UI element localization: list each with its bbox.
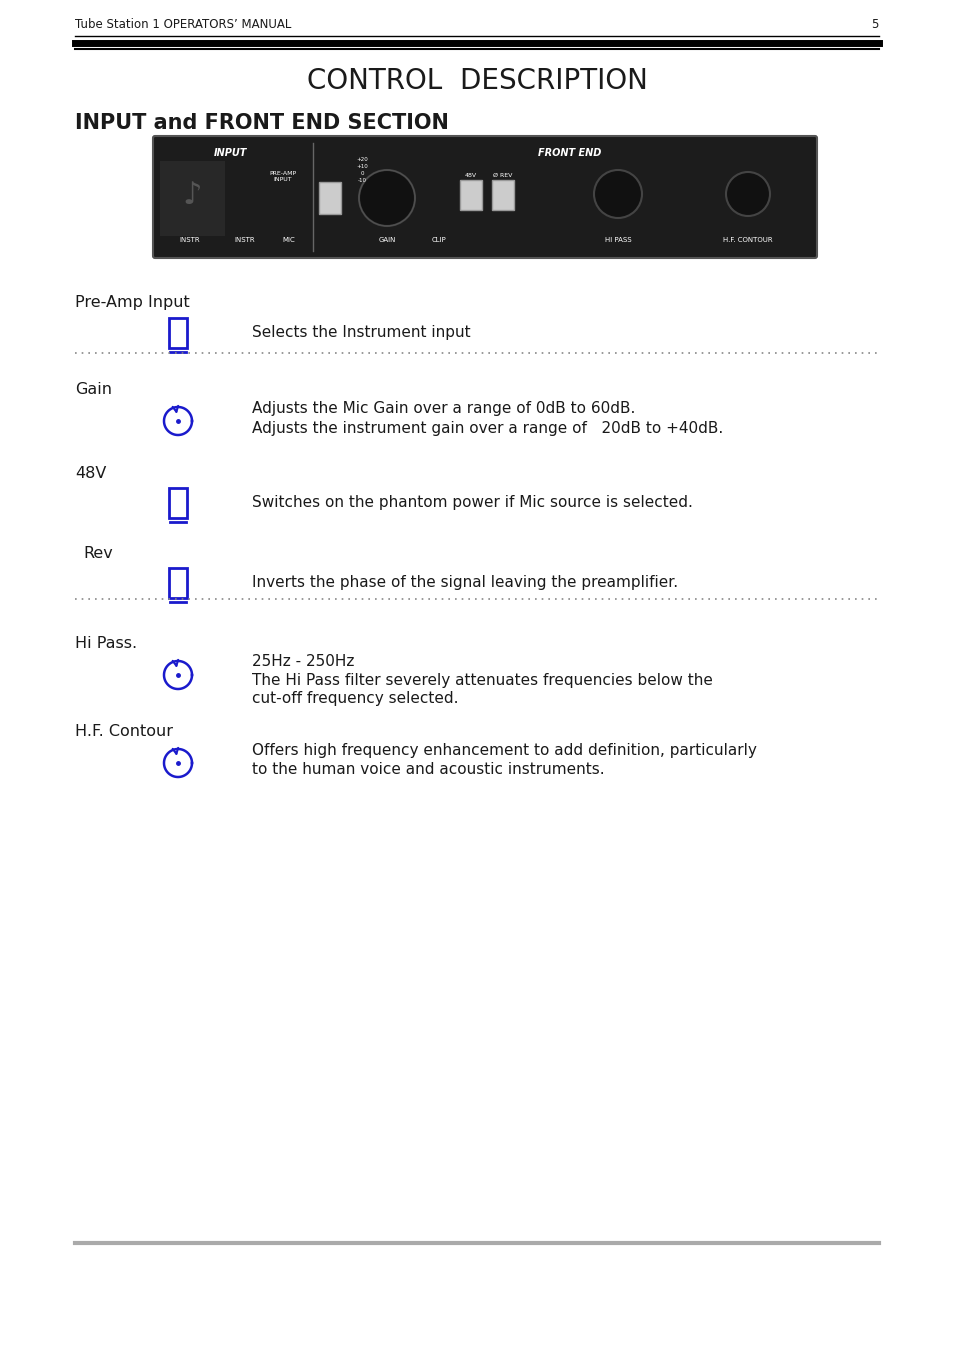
Bar (169, 567, 187, 598)
Text: PRE-AMP
INPUT: PRE-AMP INPUT (269, 172, 296, 182)
Text: INSTR: INSTR (179, 236, 200, 243)
Text: Inverts the phase of the signal leaving the preamplifier.: Inverts the phase of the signal leaving … (252, 576, 678, 590)
Text: +10: +10 (355, 163, 368, 169)
Text: The Hi Pass filter severely attenuates frequencies below the: The Hi Pass filter severely attenuates f… (252, 673, 712, 688)
FancyBboxPatch shape (152, 136, 816, 258)
Text: Adjusts the Mic Gain over a range of 0dB to 60dB.: Adjusts the Mic Gain over a range of 0dB… (252, 401, 635, 416)
Bar (169, 488, 187, 517)
Text: INPUT: INPUT (213, 149, 247, 158)
Text: ♪: ♪ (182, 181, 201, 211)
Text: H.F. Contour: H.F. Contour (75, 724, 172, 739)
Circle shape (725, 172, 769, 216)
Bar (160, 161, 225, 236)
Text: Adjusts the instrument gain over a range of   20dB to +40dB.: Adjusts the instrument gain over a range… (252, 422, 722, 436)
Text: Pre-Amp Input: Pre-Amp Input (75, 296, 190, 311)
Text: Ø REV: Ø REV (493, 173, 512, 178)
Circle shape (358, 170, 415, 226)
Text: Selects the Instrument input: Selects the Instrument input (252, 326, 470, 340)
Text: CLIP: CLIP (431, 236, 446, 243)
Bar (318, 182, 340, 213)
Text: 0: 0 (360, 172, 363, 176)
Text: 25Hz - 250Hz: 25Hz - 250Hz (252, 654, 354, 669)
Text: +20: +20 (355, 157, 368, 162)
Text: CONTROL  DESCRIPTION: CONTROL DESCRIPTION (306, 68, 647, 95)
Bar (459, 180, 481, 209)
Text: H.F. CONTOUR: H.F. CONTOUR (722, 236, 772, 243)
Text: Rev: Rev (83, 546, 112, 561)
Text: Offers high frequency enhancement to add definition, particularly: Offers high frequency enhancement to add… (252, 743, 756, 758)
Bar (492, 180, 514, 209)
Text: FRONT END: FRONT END (537, 149, 601, 158)
Text: GAIN: GAIN (378, 236, 395, 243)
Text: 48V: 48V (464, 173, 476, 178)
Text: 5: 5 (871, 19, 878, 31)
Text: Gain: Gain (75, 381, 112, 396)
Text: 48V: 48V (75, 466, 107, 481)
Text: INSTR: INSTR (234, 236, 255, 243)
Circle shape (594, 170, 641, 218)
Text: Tube Station 1 OPERATORS’ MANUAL: Tube Station 1 OPERATORS’ MANUAL (75, 19, 291, 31)
Text: MIC: MIC (282, 236, 295, 243)
Text: -10: -10 (357, 178, 366, 182)
Bar (169, 317, 187, 349)
Text: Switches on the phantom power if Mic source is selected.: Switches on the phantom power if Mic sou… (252, 496, 692, 511)
Text: cut-off frequency selected.: cut-off frequency selected. (252, 690, 458, 705)
Text: to the human voice and acoustic instruments.: to the human voice and acoustic instrume… (252, 762, 604, 777)
Text: Hi Pass.: Hi Pass. (75, 635, 137, 650)
Text: INPUT and FRONT END SECTION: INPUT and FRONT END SECTION (75, 113, 449, 132)
Text: HI PASS: HI PASS (604, 236, 631, 243)
